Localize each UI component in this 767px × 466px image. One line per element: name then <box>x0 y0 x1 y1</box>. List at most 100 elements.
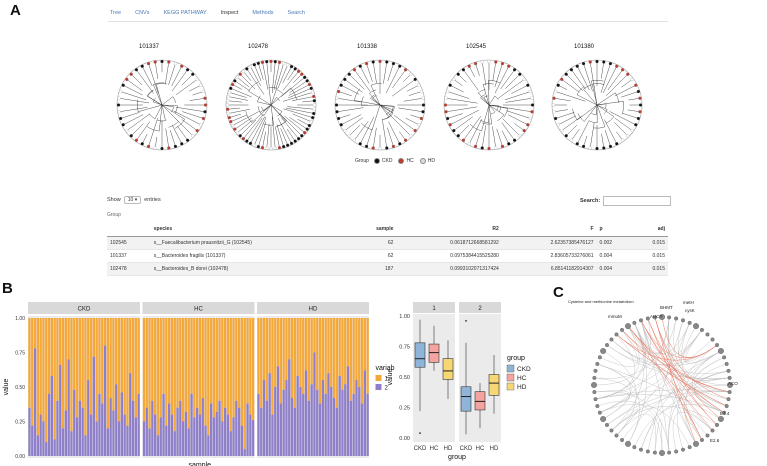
network-node <box>645 316 650 321</box>
tree-tip <box>311 116 315 120</box>
tree-tip <box>303 130 307 135</box>
box-hc <box>428 343 440 363</box>
table-row[interactable]: 102545 s__Faecalibacterium prausnitzii_G … <box>107 236 668 250</box>
tree-branch <box>577 121 589 143</box>
network-node <box>687 445 692 450</box>
network-node <box>645 449 650 454</box>
tree-branch <box>262 131 266 147</box>
bar-series-1 <box>215 318 218 412</box>
tree-tip <box>452 128 456 133</box>
nav-tab-inspect[interactable]: Inspect <box>220 10 239 16</box>
tree-tip <box>347 72 351 76</box>
tree-arc <box>603 109 608 115</box>
tree-branch <box>297 119 309 125</box>
tree-arc <box>478 89 486 94</box>
network-edge-highlight <box>647 318 703 441</box>
entries-select[interactable]: 10 ▾ <box>123 196 142 204</box>
tree-tip <box>265 146 269 150</box>
tree-branch <box>366 128 373 146</box>
tree-branch <box>379 104 391 116</box>
tree-branch <box>279 113 301 135</box>
tree-branch <box>379 104 394 107</box>
nav-tab-cnvs[interactable]: CNVs <box>135 10 150 16</box>
bar-series-1 <box>61 318 65 429</box>
column-header[interactable]: R2 <box>396 222 502 237</box>
tree-tip <box>303 75 307 80</box>
tree-branch <box>342 85 360 95</box>
bar-series-1 <box>187 318 190 429</box>
column-header[interactable]: p <box>596 222 633 237</box>
tree-branch <box>388 121 400 143</box>
bar-series-2 <box>201 398 204 456</box>
table-cell: 0.0618712668581292 <box>396 236 502 250</box>
tree-tip <box>307 82 311 87</box>
tree-branch <box>498 80 524 99</box>
tree-arc <box>384 115 391 120</box>
tree-arc <box>503 108 509 118</box>
bar-series-2 <box>249 414 252 456</box>
phylo-tree <box>443 59 535 151</box>
bar-series-1 <box>129 318 132 374</box>
tree-branch <box>506 110 530 119</box>
network-edge-highlight <box>627 325 703 441</box>
tree-tip <box>530 110 534 114</box>
bar-series-1 <box>39 318 42 415</box>
table-cell: s__Bacteroides fragilis (101337) <box>150 249 352 263</box>
bar-series-2 <box>344 384 347 456</box>
tree-branch <box>238 78 250 88</box>
column-header[interactable] <box>107 222 151 237</box>
network-node <box>652 315 657 320</box>
nav-tab-tree[interactable]: Tree <box>110 10 122 16</box>
tree-branch <box>584 104 598 122</box>
tree-tip <box>160 146 164 151</box>
tree-branch <box>120 98 150 104</box>
tree-branch <box>360 67 370 84</box>
search-input[interactable] <box>603 196 672 206</box>
bar-series-2 <box>56 400 59 456</box>
tree-tip <box>494 60 498 64</box>
network-edge-highlight <box>627 325 730 393</box>
tree-branch <box>583 64 593 92</box>
column-header[interactable]: adj <box>632 222 668 237</box>
bar-series-2 <box>148 428 151 456</box>
facet-panel <box>28 316 140 458</box>
tree-branch <box>596 104 606 127</box>
nav-tab-search[interactable]: Search <box>287 10 305 16</box>
network-edge-highlight <box>621 329 713 431</box>
bar-series-1 <box>204 318 207 426</box>
bar-series-2 <box>282 389 285 456</box>
tree-tip <box>620 138 625 142</box>
bar-series-1 <box>31 318 34 426</box>
tree-branch <box>555 109 568 112</box>
tree-tip <box>371 60 375 64</box>
group-filter-label[interactable]: Group <box>107 212 121 218</box>
nav-tab-methods[interactable]: Methods <box>252 10 274 16</box>
bar-series-1 <box>81 318 84 408</box>
tree-branch <box>448 113 463 119</box>
bar-series-1 <box>355 318 358 381</box>
tree-tip <box>552 96 556 100</box>
tree-tip <box>421 103 426 107</box>
tree-tip <box>191 134 195 138</box>
bar-series-2 <box>145 407 148 456</box>
network-node <box>726 397 731 402</box>
bar-series-1 <box>87 318 90 381</box>
table-row[interactable]: 102478 s__Bacteroides_B dorei (102478) 187… <box>107 262 668 276</box>
tree-tip <box>153 60 157 64</box>
tree-tip <box>507 64 511 68</box>
tree-tip <box>456 134 460 138</box>
facet-strip <box>413 302 455 313</box>
tree-branch <box>494 67 509 94</box>
column-header[interactable]: sample <box>351 222 397 237</box>
table-row[interactable]: 101337 s__Bacteroides fragilis (101337) 62… <box>107 249 668 263</box>
tree-tip <box>129 72 133 76</box>
x-tick-label: HC <box>430 446 439 452</box>
column-header[interactable]: species <box>150 222 352 237</box>
tree-branch <box>275 126 280 147</box>
tree-tip <box>448 83 452 87</box>
tree-tip <box>526 83 530 87</box>
nav-tab-kegg-pathway[interactable]: KEGG PATHWAY <box>163 10 207 16</box>
tree-branch <box>154 104 163 119</box>
tree-branch <box>137 121 151 140</box>
column-header[interactable]: F <box>501 222 597 237</box>
